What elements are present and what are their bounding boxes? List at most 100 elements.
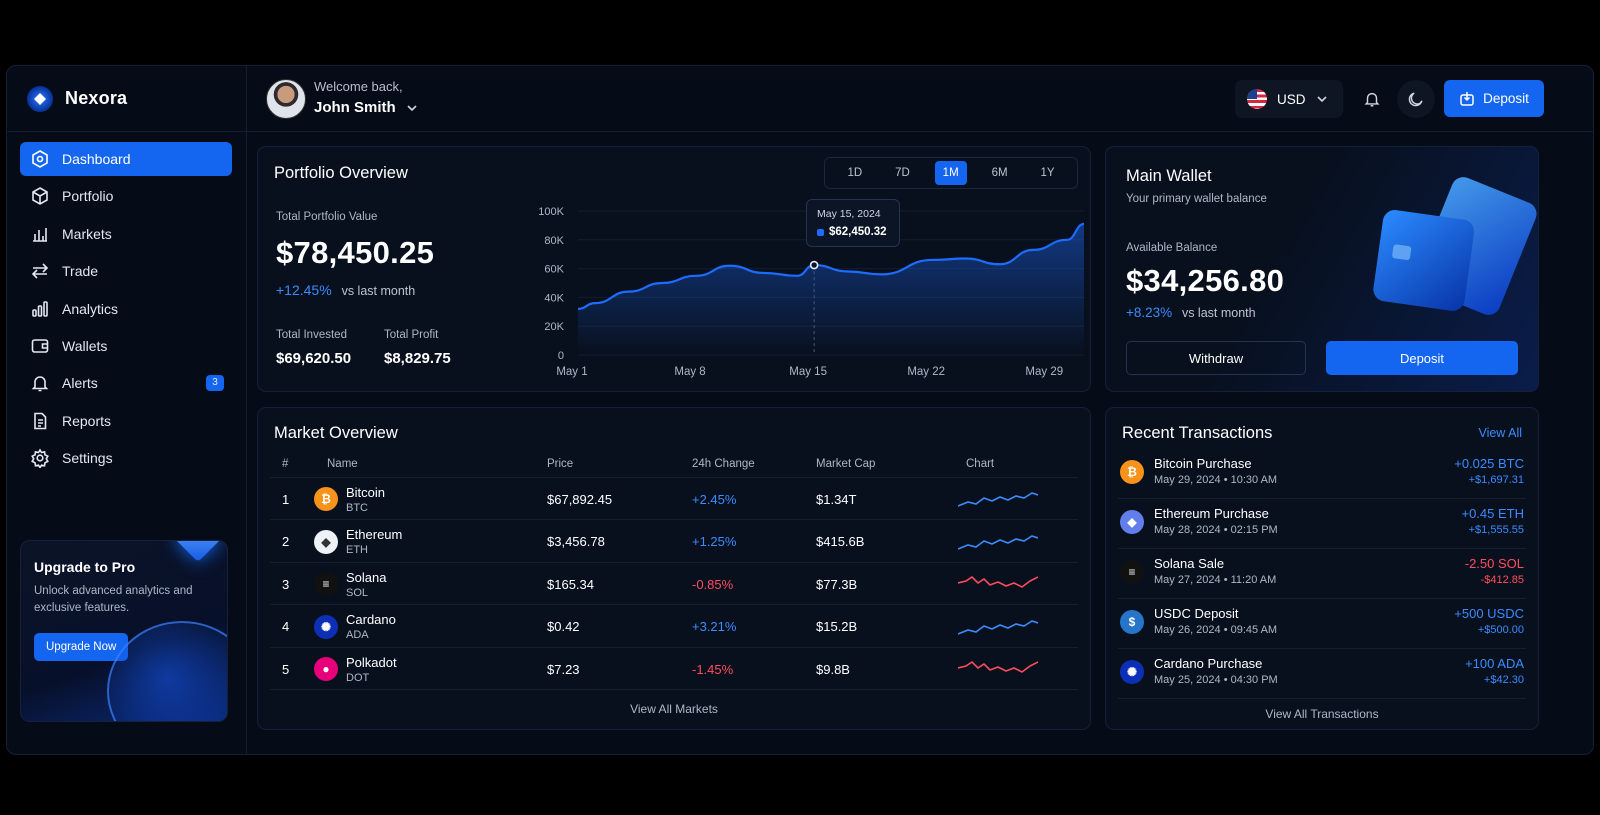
sidebar-item-portfolio[interactable]: Portfolio xyxy=(20,179,232,213)
transaction-usd: +$500.00 xyxy=(1477,624,1524,636)
portfolio-chart[interactable]: 0 20K 40K 60K 80K 100K May 1 May 8 May 15 May 22 M… xyxy=(528,197,1088,387)
available-label: Available Balance xyxy=(1126,242,1218,254)
brand-logo-icon xyxy=(27,85,53,112)
coin-symbol: SOL xyxy=(346,586,369,599)
transaction-date: May 26, 2024 • 09:45 AM xyxy=(1154,624,1278,636)
theme-toggle-button[interactable] xyxy=(1397,80,1435,118)
coin-name: Cardano xyxy=(346,612,396,627)
col-cap: Market Cap xyxy=(816,458,876,470)
sidebar-item-label: Portfolio xyxy=(62,188,114,205)
transaction-item[interactable]: ₿ Bitcoin Purchase May 29, 2024 • 10:30 … xyxy=(1118,449,1526,499)
sparkline-cell xyxy=(958,606,1038,648)
coin-symbol: ETH xyxy=(346,544,368,556)
view-all-transactions-link[interactable]: View All Transactions xyxy=(1265,707,1379,721)
analytics-icon xyxy=(32,300,48,317)
table-row[interactable]: 3 ≡ Solana SOL $165.34 -0.85% $77.3B xyxy=(270,563,1078,605)
sidebar-item-reports[interactable]: Reports xyxy=(20,404,232,438)
bell-icon xyxy=(31,376,49,392)
transaction-date: May 29, 2024 • 10:30 AM xyxy=(1154,474,1278,486)
transaction-item[interactable]: ≡ Solana Sale May 27, 2024 • 11:20 AM -2… xyxy=(1118,549,1526,599)
currency-select[interactable]: USD xyxy=(1235,80,1343,118)
total-value-label: Total Portfolio Value xyxy=(276,211,378,223)
sparkline xyxy=(958,619,1038,635)
sidebar-item-alerts[interactable]: Alerts 3 xyxy=(20,366,232,400)
chart-tooltip: May 15, 2024 $62,450.32 xyxy=(806,199,900,247)
avatar[interactable] xyxy=(266,79,306,119)
table-row[interactable]: 4 ✺ Cardano ADA $0.42 +3.21% $15.2B xyxy=(270,606,1078,648)
transaction-usd: +$1,555.55 xyxy=(1468,524,1524,536)
sparkline-cell xyxy=(958,521,1038,563)
col-price: Price xyxy=(547,458,574,470)
x-tick-label: May 1 xyxy=(556,366,587,378)
sidebar-item-markets[interactable]: Markets xyxy=(20,217,232,251)
sparkline-line xyxy=(958,575,1038,588)
coin-market-cap: $415.6B xyxy=(816,534,865,549)
range-1d[interactable]: 1D xyxy=(847,167,863,179)
table-row[interactable]: 5 ● Polkadot DOT $7.23 -1.45% $9.8B xyxy=(270,648,1078,690)
range-7d[interactable]: 7D xyxy=(895,167,910,179)
sidebar-item-trade[interactable]: Trade xyxy=(20,254,232,288)
transaction-item[interactable]: ◆ Ethereum Purchase May 28, 2024 • 02:15… xyxy=(1118,499,1526,549)
col-chart: Chart xyxy=(966,458,995,470)
cube-icon xyxy=(32,187,48,206)
hover-point[interactable] xyxy=(809,260,819,270)
coin-cell: ◆ Ethereum ETH xyxy=(314,521,402,563)
sparkline xyxy=(958,660,1038,673)
sidebar-item-dashboard[interactable]: Dashboard xyxy=(20,142,232,176)
coin-change: +2.45% xyxy=(692,491,737,507)
sidebar-item-label: Markets xyxy=(62,225,112,242)
transaction-item[interactable]: ✺ Cardano Purchase May 25, 2024 • 04:30 … xyxy=(1118,649,1526,699)
x-tick-label: May 8 xyxy=(674,366,705,378)
coin-cell: ✺ Cardano ADA xyxy=(314,606,396,648)
view-all-markets-link[interactable]: View All Markets xyxy=(630,702,718,716)
swap-arrows-icon xyxy=(31,263,49,279)
user-name: John Smith xyxy=(314,99,396,116)
moon-icon xyxy=(1408,92,1423,107)
legend-dot-icon xyxy=(817,228,824,236)
sidebar-item-settings[interactable]: Settings xyxy=(20,441,232,475)
sidebar-item-wallets[interactable]: Wallets xyxy=(20,329,232,363)
range-1y[interactable]: 1Y xyxy=(1040,167,1055,179)
view-all-link[interactable]: View All xyxy=(1478,426,1522,440)
market-overview-card: Market Overview # Name Price 24h Change … xyxy=(257,407,1091,730)
transaction-amount: +100 ADA xyxy=(1465,656,1524,671)
sidebar-item-analytics[interactable]: Analytics xyxy=(20,292,232,326)
coin-names: Polkadot DOT xyxy=(346,655,397,684)
withdraw-button[interactable]: Withdraw xyxy=(1126,341,1306,375)
transaction-usd: -$412.85 xyxy=(1480,574,1524,586)
transaction-item[interactable]: $ USDC Deposit May 26, 2024 • 09:45 AM +… xyxy=(1118,599,1526,649)
topbar: Welcome back, John Smith USD Deposit xyxy=(247,66,1593,132)
wallet-deposit-button[interactable]: Deposit xyxy=(1326,341,1518,375)
upgrade-now-button[interactable]: Upgrade Now xyxy=(34,633,129,661)
user-menu[interactable]: John Smith xyxy=(314,99,418,116)
transactions-title: Recent Transactions xyxy=(1122,424,1273,442)
rank: 1 xyxy=(282,491,290,507)
cardano-coin-icon: ✺ xyxy=(314,614,338,639)
table-row[interactable]: 1 ₿ Bitcoin BTC $67,892.45 +2.45% $1.34T xyxy=(270,478,1078,520)
transaction-coin-icon: ◆ xyxy=(1120,510,1144,534)
wallet-change-percent: +8.23% xyxy=(1126,305,1173,320)
transaction-date: May 25, 2024 • 04:30 PM xyxy=(1154,674,1278,686)
polkadot-coin-icon: ● xyxy=(314,657,338,681)
sidebar-item-label: Reports xyxy=(62,412,112,429)
invested-label: Total Invested xyxy=(276,329,347,341)
wallet-change-label: vs last month xyxy=(1181,306,1256,320)
x-tick-label: May 15 xyxy=(789,366,827,378)
transaction-coin-icon: ✺ xyxy=(1120,660,1144,684)
brand[interactable]: Nexora xyxy=(7,66,246,132)
coin-change: -0.85% xyxy=(692,576,734,592)
range-6m[interactable]: 6M xyxy=(991,167,1008,179)
coin-change: +1.25% xyxy=(692,534,737,549)
transaction-amount: -2.50 SOL xyxy=(1464,556,1524,571)
notifications-button[interactable] xyxy=(1353,80,1391,118)
sidebar-item-label: Trade xyxy=(62,263,99,280)
coin-price: $0.42 xyxy=(547,619,580,634)
transaction-title: Solana Sale xyxy=(1154,556,1225,571)
table-row[interactable]: 2 ◆ Ethereum ETH $3,456.78 +1.25% $415.6… xyxy=(270,521,1078,563)
coin-names: Bitcoin BTC xyxy=(346,485,385,514)
sparkline-line xyxy=(958,492,1038,507)
header-deposit-button[interactable]: Deposit xyxy=(1444,80,1544,117)
coin-price: $7.23 xyxy=(547,661,580,677)
credit-card-icon xyxy=(1373,177,1537,315)
range-1m[interactable]: 1M xyxy=(934,161,967,185)
